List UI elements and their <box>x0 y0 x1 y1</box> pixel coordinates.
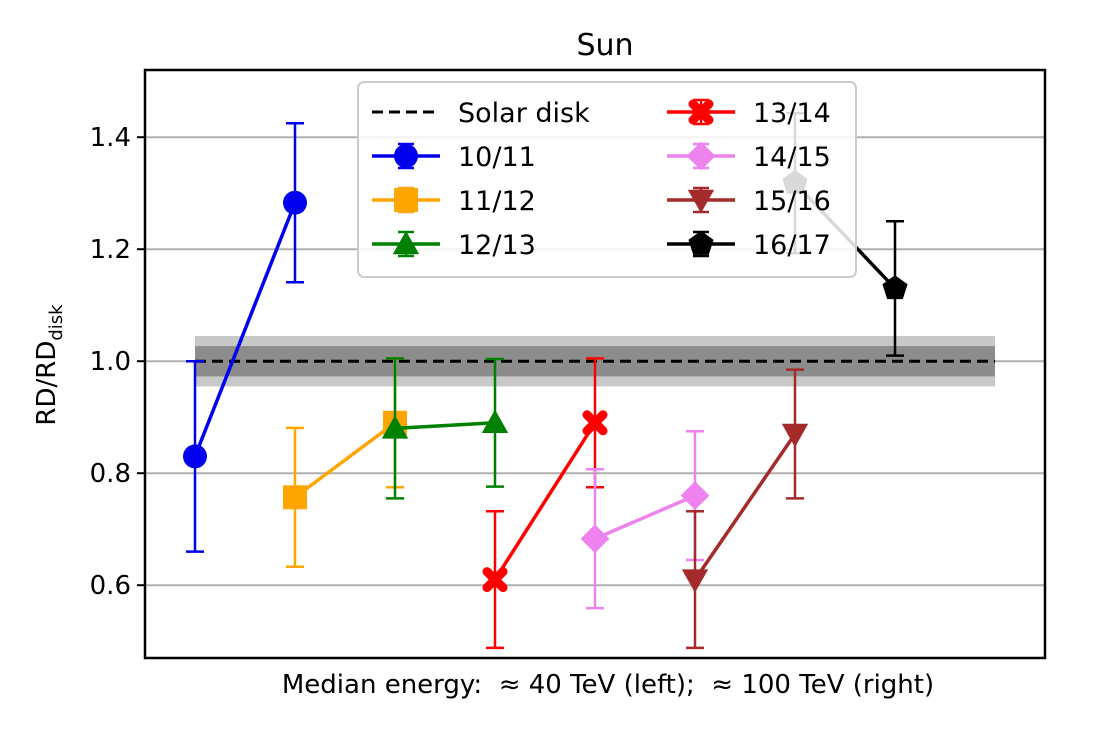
x-axis-label: Median energy: ≈ 40 TeV (left); ≈ 100 Te… <box>282 670 934 700</box>
marker-stroke <box>688 99 714 125</box>
legend-entry: 13/14 <box>667 98 831 129</box>
series-12-13 <box>381 357 509 500</box>
data-point <box>882 275 908 300</box>
series-11-12 <box>283 357 407 568</box>
series-13-14 <box>482 357 608 650</box>
series-line <box>293 421 397 499</box>
y-tick-label: 1.0 <box>90 347 131 377</box>
series-line <box>594 493 696 541</box>
legend-marker <box>687 189 715 214</box>
data-point <box>381 415 409 439</box>
plot-frame <box>143 68 1047 660</box>
legend-marker <box>394 144 418 168</box>
legend-entry: 10/11 <box>372 142 536 173</box>
legend-label: Solar disk <box>458 98 590 129</box>
y-tick-label: 0.6 <box>90 571 131 601</box>
legend-label: 14/15 <box>753 142 831 173</box>
y-axis-label-sub: disk <box>46 304 67 341</box>
legend-entry: 11/12 <box>372 186 536 217</box>
legend: Solar disk 10/11 11/12 12/13 13/14 14/15 15/16… <box>357 81 857 278</box>
data-point <box>183 444 207 469</box>
plot-area: 0.6 0.8 1.0 1.2 1.4 <box>90 68 1047 660</box>
legend-entry: 16/17 <box>667 230 831 261</box>
series-line <box>493 421 597 581</box>
legend-label: 16/17 <box>753 230 831 261</box>
y-axis-label: RD/RDdisk <box>32 304 67 426</box>
legend-marker <box>688 230 714 255</box>
data-point <box>283 190 307 215</box>
legend-entry: 15/16 <box>667 186 831 217</box>
data-point <box>680 481 710 510</box>
legend-label: 13/14 <box>753 98 831 129</box>
legend-entry: Solar disk <box>372 98 590 129</box>
legend-label: 11/12 <box>458 186 536 217</box>
marker-stroke <box>582 410 608 436</box>
legend-label: 15/16 <box>753 186 831 217</box>
y-tick-label: 0.8 <box>90 459 131 489</box>
y-axis-label-main: RD/RD <box>32 341 62 426</box>
data-point <box>580 524 610 554</box>
series-line <box>394 421 496 431</box>
series-line <box>193 202 297 458</box>
y-tick-label: 1.2 <box>90 235 131 265</box>
legend-marker <box>392 230 420 255</box>
series-10-11 <box>183 121 307 553</box>
legend-box <box>357 81 857 278</box>
series-14-15 <box>580 429 710 610</box>
data-point <box>582 410 608 436</box>
data-point <box>283 485 307 510</box>
legend-label: 12/13 <box>458 230 536 261</box>
series-line <box>693 433 797 581</box>
legend-entry: 12/13 <box>372 230 536 261</box>
legend-marker <box>688 99 714 125</box>
legend-marker <box>394 188 418 212</box>
data-point <box>481 409 509 433</box>
series-15-16 <box>681 368 809 650</box>
data-point <box>781 423 809 448</box>
data-point <box>482 567 508 593</box>
chart-title: Sun <box>576 28 633 63</box>
legend-entry: 14/15 <box>667 141 831 173</box>
data-point <box>681 569 709 593</box>
legend-marker <box>686 141 716 171</box>
y-tick-label: 1.4 <box>90 123 131 153</box>
legend-label: 10/11 <box>458 142 536 173</box>
marker-stroke <box>482 567 508 593</box>
